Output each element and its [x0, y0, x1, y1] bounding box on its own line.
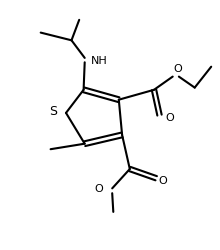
Text: O: O	[173, 64, 182, 74]
Text: O: O	[159, 176, 168, 186]
Text: S: S	[49, 105, 57, 118]
Text: NH: NH	[91, 56, 108, 66]
Text: O: O	[165, 113, 174, 123]
Text: O: O	[95, 184, 103, 194]
